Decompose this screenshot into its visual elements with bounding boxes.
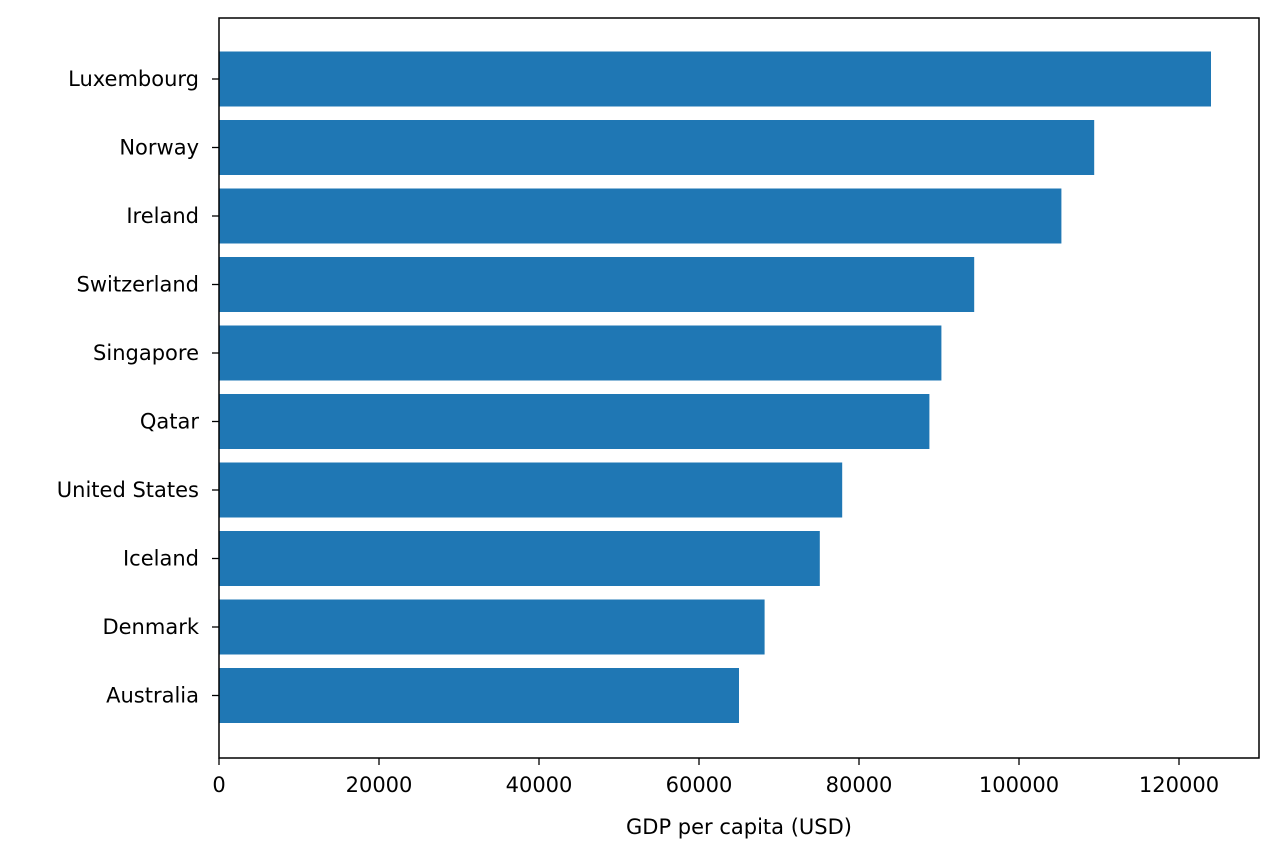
x-axis-label: GDP per capita (USD) [626, 815, 852, 839]
y-tick-label-luxembourg: Luxembourg [68, 67, 199, 91]
x-tick-label: 40000 [506, 773, 573, 797]
y-tick-label-australia: Australia [106, 684, 199, 708]
y-tick-label-qatar: Qatar [140, 410, 200, 434]
bar-singapore [219, 325, 942, 381]
y-tick-label-ireland: Ireland [126, 204, 199, 228]
y-tick-label-norway: Norway [119, 136, 199, 160]
axes-frame [218, 17, 1260, 759]
x-tick-label: 0 [212, 773, 225, 797]
bar-denmark [219, 599, 765, 655]
bar-ireland [219, 188, 1062, 244]
y-tick-label-switzerland: Switzerland [77, 273, 200, 297]
x-axis-ticks: 0 20000 40000 60000 80000 100000 120000 [212, 758, 1219, 797]
x-tick-label: 80000 [826, 773, 893, 797]
bar-norway [219, 120, 1095, 175]
x-tick-label: 20000 [346, 773, 413, 797]
bar-united-states [219, 462, 843, 518]
y-tick-label-iceland: Iceland [123, 547, 199, 571]
bar-qatar [219, 394, 930, 449]
bar-iceland [219, 531, 820, 586]
x-tick-label: 120000 [1139, 773, 1219, 797]
y-tick-label-singapore: Singapore [93, 341, 199, 365]
y-tick-label-denmark: Denmark [102, 615, 199, 639]
bar-luxembourg [219, 51, 1211, 107]
y-axis-ticks: Luxembourg Norway Ireland Switzerland Singap… [57, 67, 219, 708]
bars-group [219, 51, 1211, 723]
x-tick-label: 60000 [666, 773, 733, 797]
bar-switzerland [219, 257, 975, 312]
bar-australia [219, 668, 739, 723]
x-tick-label: 100000 [979, 773, 1059, 797]
y-tick-label-united-states: United States [57, 478, 199, 502]
